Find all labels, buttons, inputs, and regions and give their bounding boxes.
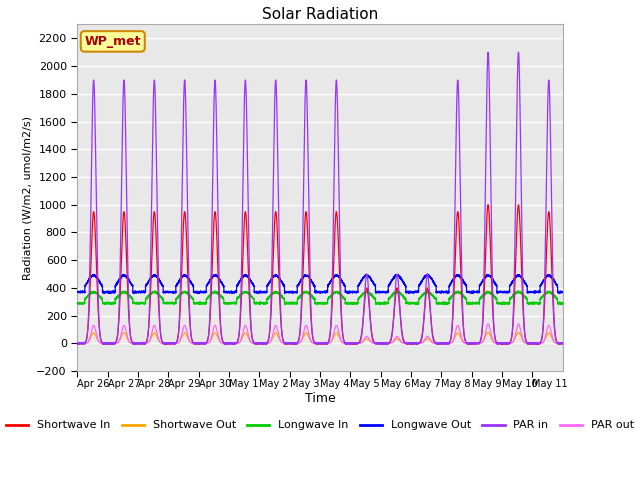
- Title: Solar Radiation: Solar Radiation: [262, 7, 378, 22]
- Y-axis label: Radiation (W/m2, umol/m2/s): Radiation (W/m2, umol/m2/s): [22, 116, 32, 280]
- Legend: Shortwave In, Shortwave Out, Longwave In, Longwave Out, PAR in, PAR out: Shortwave In, Shortwave Out, Longwave In…: [2, 416, 638, 435]
- X-axis label: Time: Time: [305, 392, 335, 405]
- Text: WP_met: WP_met: [84, 35, 141, 48]
